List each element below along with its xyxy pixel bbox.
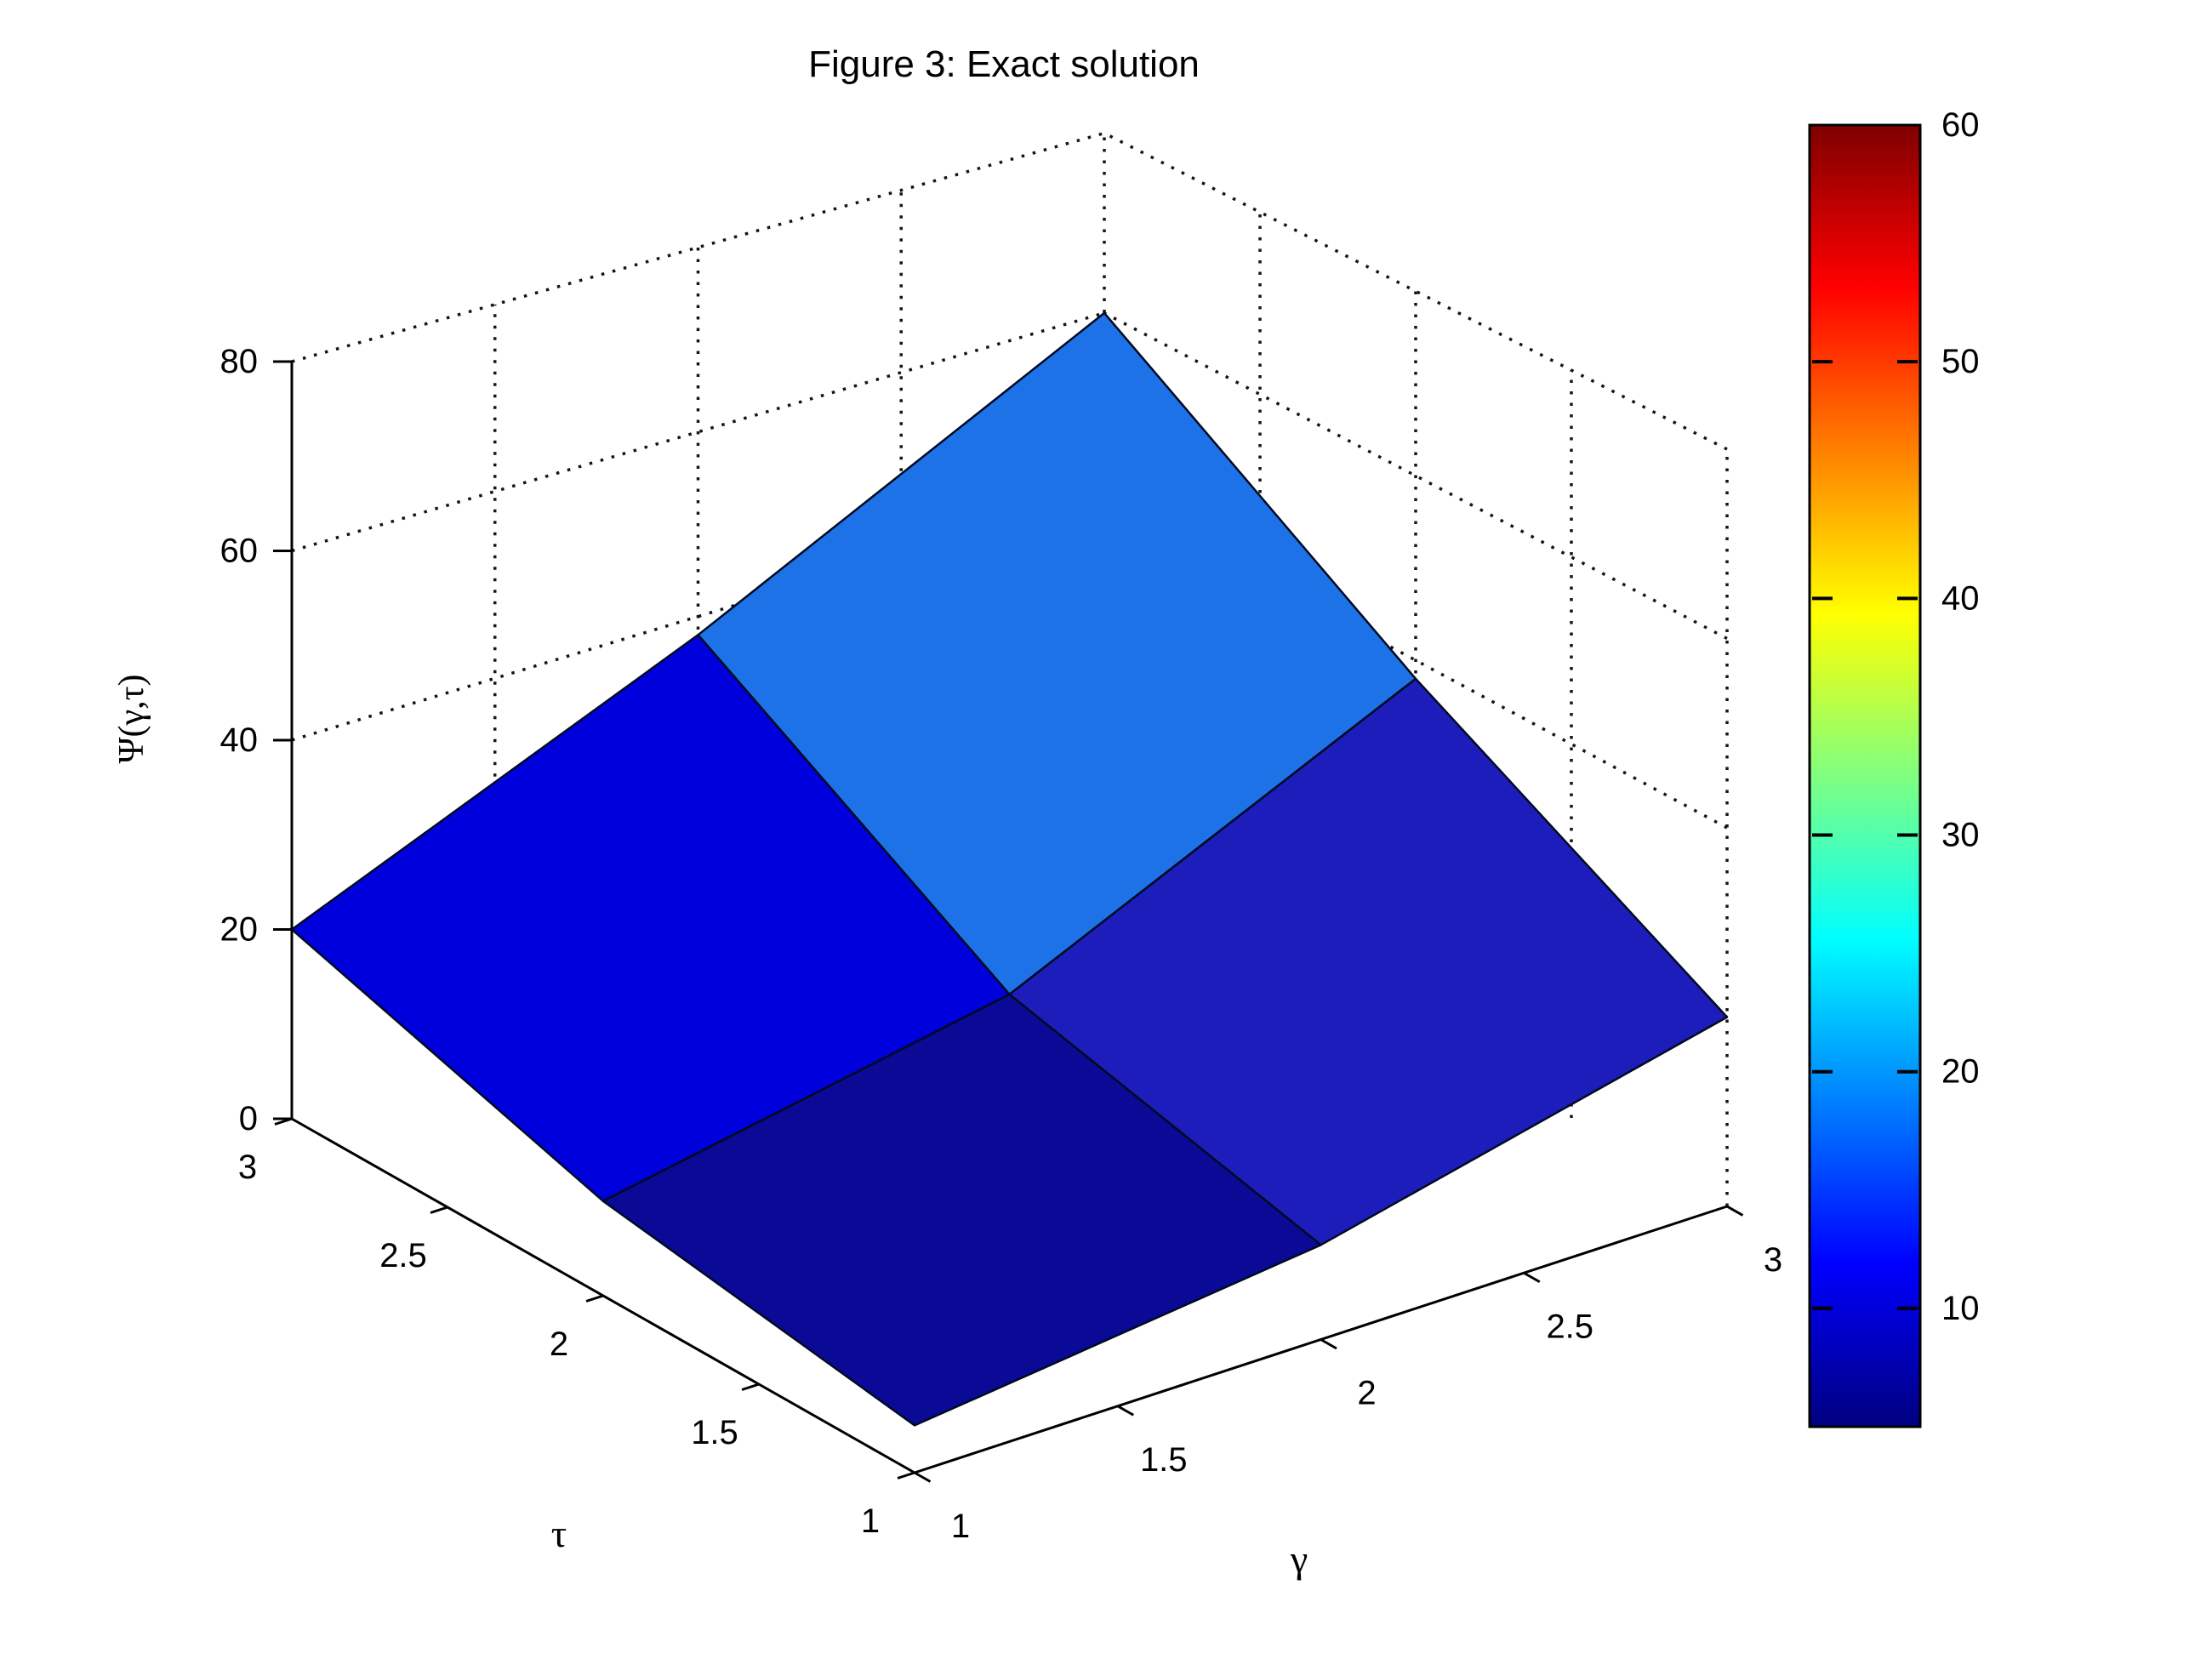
colorbar-tick-label: 60: [1941, 106, 1980, 144]
axis-tick-labels: 0 20 40 60 80 3 2.5 2 1.5 1 1 1.5 2 2.5 3: [220, 343, 1783, 1545]
y-tick-label: 3: [238, 1149, 257, 1186]
colorbar-tick-label: 10: [1941, 1290, 1980, 1327]
colorbar-gradient: [1808, 123, 1922, 1428]
z-tick-label: 0: [239, 1100, 258, 1137]
zgrid-right-wall: [1103, 311, 1728, 641]
y-tick-label: 2.5: [379, 1237, 427, 1274]
y-axis-tick: [897, 1471, 915, 1479]
x-tick-label: 1: [951, 1508, 970, 1545]
z-tick-label: 40: [220, 721, 259, 759]
x-tick-label: 2.5: [1546, 1308, 1593, 1345]
x-tick-label: 3: [1764, 1241, 1782, 1279]
y-axis-tick: [274, 1117, 293, 1126]
z-tick-label: 80: [220, 343, 259, 380]
y-axis-tick: [585, 1294, 604, 1303]
y-axis-tick: [430, 1206, 448, 1214]
y-tick-label: 1: [861, 1502, 880, 1540]
y-tick-label: 1.5: [691, 1414, 738, 1451]
y-tick-label: 2: [550, 1325, 568, 1363]
z-tick-label: 20: [220, 911, 259, 949]
x-axis-tick: [1523, 1271, 1541, 1284]
colorbar-tick-label: 50: [1941, 343, 1980, 380]
y-axis-tick: [741, 1382, 760, 1391]
colorbar-tick-label: 30: [1941, 817, 1980, 854]
z-axis-title: Ψ(γ,τ): [112, 675, 151, 764]
zgrid-right-wall: [1103, 131, 1728, 451]
y-axis-title: τ: [551, 1512, 567, 1555]
x-axis-tick: [1117, 1405, 1134, 1417]
colorbar-tick-label: 40: [1941, 579, 1980, 617]
x-axis-tick: [1726, 1205, 1744, 1217]
zgrid-left-wall: [291, 131, 1105, 363]
plot-title: Figure 3: Exact solution: [808, 43, 1200, 85]
x-axis-title: γ: [1290, 1537, 1308, 1581]
axes: [273, 360, 1744, 1483]
x-axis-tick: [1320, 1338, 1337, 1350]
colorbar: 60 50 40 30 20 10: [1808, 106, 1980, 1428]
x-tick-label: 2: [1357, 1375, 1376, 1412]
colorbar-tick-label: 20: [1941, 1053, 1980, 1091]
surface-quad-front: [601, 993, 1322, 1427]
x-tick-label: 1.5: [1140, 1441, 1188, 1479]
z-tick-label: 60: [220, 533, 259, 570]
surface: [290, 311, 1729, 1427]
x-axis-tick: [914, 1471, 932, 1483]
